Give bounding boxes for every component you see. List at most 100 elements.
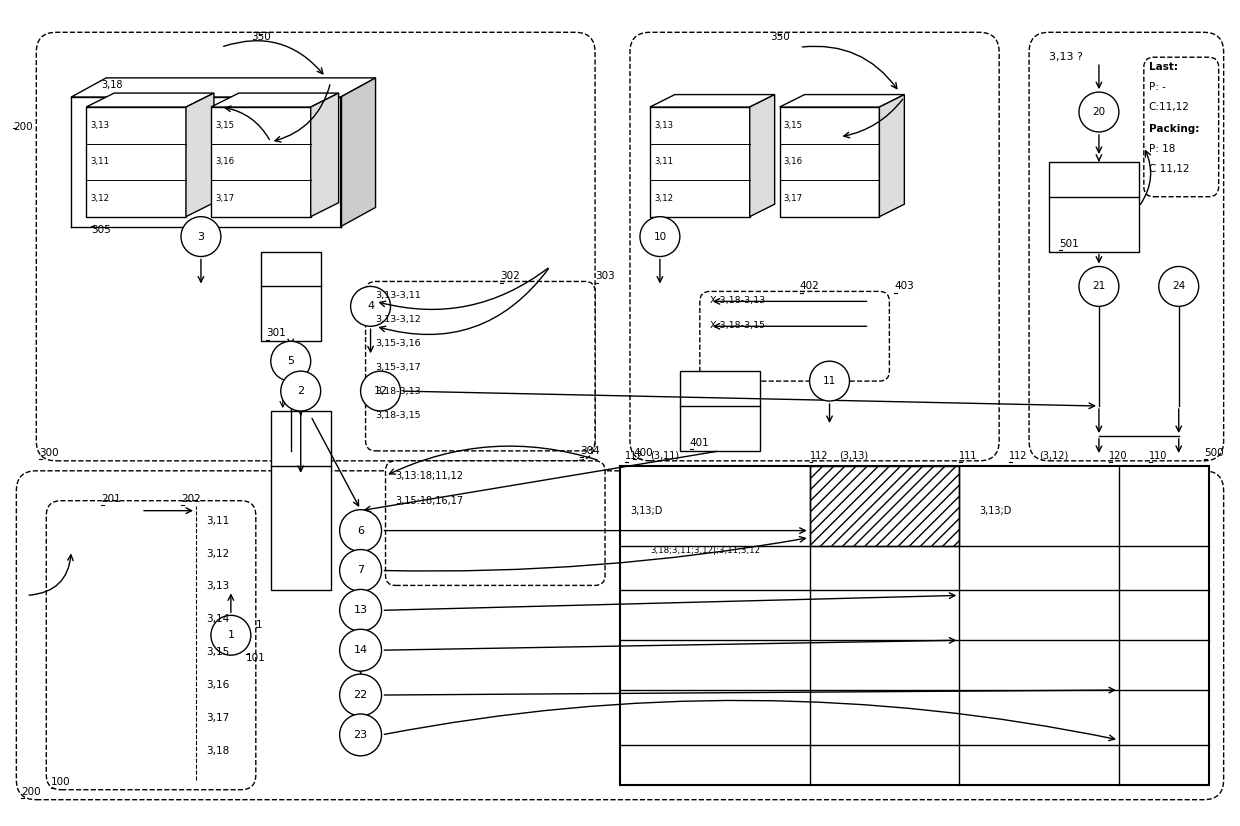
Text: 3,12: 3,12: [653, 194, 673, 203]
Text: 13: 13: [353, 605, 367, 615]
Text: Last:: Last:: [1148, 62, 1178, 72]
Circle shape: [340, 629, 382, 672]
Text: 350: 350: [250, 32, 270, 42]
Text: (3,13): (3,13): [839, 451, 869, 461]
Bar: [1049, 162, 1138, 252]
Text: 3,15: 3,15: [206, 648, 229, 657]
Bar: [810, 466, 960, 545]
Text: 202: 202: [181, 494, 201, 504]
Text: 303: 303: [595, 272, 615, 282]
FancyBboxPatch shape: [16, 471, 1224, 800]
Text: 21: 21: [1092, 282, 1106, 292]
Text: 4: 4: [367, 301, 374, 311]
Text: 3,12: 3,12: [91, 194, 109, 203]
Text: 22: 22: [353, 690, 368, 700]
Text: 3,11: 3,11: [206, 515, 229, 525]
Text: 112: 112: [810, 451, 828, 461]
Polygon shape: [311, 93, 339, 216]
Text: 3,16: 3,16: [784, 157, 802, 166]
FancyBboxPatch shape: [46, 501, 255, 790]
Polygon shape: [87, 93, 215, 107]
Text: 20: 20: [1092, 107, 1106, 117]
Bar: [620, 466, 1209, 785]
Text: 2: 2: [298, 386, 304, 396]
Text: 3,13-3,12: 3,13-3,12: [376, 316, 422, 325]
Text: 7: 7: [357, 566, 365, 576]
Text: 300: 300: [40, 448, 60, 458]
Text: 120: 120: [1109, 451, 1127, 461]
Bar: [780, 107, 879, 216]
Text: 112: 112: [625, 451, 644, 461]
Text: X 3,18-3,13: X 3,18-3,13: [709, 297, 765, 306]
Text: 302: 302: [500, 272, 520, 282]
Polygon shape: [211, 93, 339, 107]
Circle shape: [270, 341, 311, 381]
Text: 3,17: 3,17: [215, 194, 234, 203]
Circle shape: [340, 714, 382, 756]
Text: 500: 500: [1204, 448, 1224, 458]
Circle shape: [1079, 267, 1118, 306]
Text: 3,15-3,17: 3,15-3,17: [376, 363, 422, 373]
Text: 3,11: 3,11: [91, 157, 109, 166]
Text: X 3,18-3,15: X 3,18-3,15: [709, 321, 765, 330]
Bar: [270, 411, 331, 591]
Text: 3,18: 3,18: [102, 80, 123, 90]
Text: 3,18;3,11;3,12|;3,11;3,12: 3,18;3,11;3,12|;3,11;3,12: [650, 545, 760, 554]
Text: P: -: P: -: [1148, 82, 1166, 93]
Text: (3,12): (3,12): [1039, 451, 1069, 461]
Text: P: 18: P: 18: [1148, 144, 1176, 154]
FancyBboxPatch shape: [630, 32, 999, 461]
Text: 200: 200: [21, 786, 41, 797]
Text: 3,17: 3,17: [206, 713, 229, 723]
Circle shape: [1079, 92, 1118, 132]
Circle shape: [280, 371, 321, 411]
Text: 110: 110: [1148, 451, 1167, 461]
Text: 3,16: 3,16: [215, 157, 234, 166]
Bar: [211, 107, 311, 216]
Bar: [650, 107, 750, 216]
Text: Packing:: Packing:: [1148, 124, 1199, 134]
Text: 3,13;D: 3,13;D: [980, 506, 1012, 515]
Text: 3,13: 3,13: [91, 121, 109, 130]
FancyBboxPatch shape: [36, 32, 595, 461]
Text: (3,11): (3,11): [650, 451, 680, 461]
Text: 10: 10: [653, 231, 666, 241]
Text: 14: 14: [353, 645, 367, 655]
Text: 3,18-3,15: 3,18-3,15: [376, 411, 422, 420]
Text: C 11,12: C 11,12: [1148, 164, 1189, 173]
Text: 100: 100: [51, 776, 71, 786]
Circle shape: [340, 510, 382, 552]
Text: 201: 201: [102, 494, 122, 504]
Text: 12: 12: [373, 386, 388, 396]
Text: 112: 112: [1009, 451, 1028, 461]
Text: 1: 1: [227, 630, 234, 640]
Text: 400: 400: [632, 448, 652, 458]
Text: 3,12: 3,12: [206, 548, 229, 558]
Text: 305: 305: [92, 225, 110, 235]
Text: 111: 111: [960, 451, 977, 461]
Polygon shape: [650, 94, 775, 107]
Text: 3,14: 3,14: [206, 615, 229, 624]
Circle shape: [340, 549, 382, 591]
Bar: [260, 252, 321, 341]
Text: 402: 402: [800, 282, 820, 292]
Circle shape: [640, 216, 680, 257]
Text: 3,15: 3,15: [784, 121, 802, 130]
Text: 3,13;D: 3,13;D: [630, 506, 662, 515]
Text: 3: 3: [197, 231, 205, 241]
Text: 3,13 ?: 3,13 ?: [1049, 52, 1083, 62]
Text: 304: 304: [580, 446, 600, 456]
Text: 3,11: 3,11: [653, 157, 673, 166]
Polygon shape: [71, 78, 376, 97]
FancyBboxPatch shape: [699, 292, 889, 381]
Polygon shape: [879, 94, 904, 216]
Circle shape: [351, 287, 391, 326]
Text: 5: 5: [288, 356, 294, 366]
Text: 350: 350: [770, 32, 790, 42]
Text: 3,13: 3,13: [206, 582, 229, 591]
Text: 301: 301: [265, 328, 285, 339]
Circle shape: [340, 674, 382, 716]
Circle shape: [181, 216, 221, 257]
Text: 3,15-3,16: 3,15-3,16: [376, 339, 422, 349]
Text: 501: 501: [1059, 239, 1079, 249]
